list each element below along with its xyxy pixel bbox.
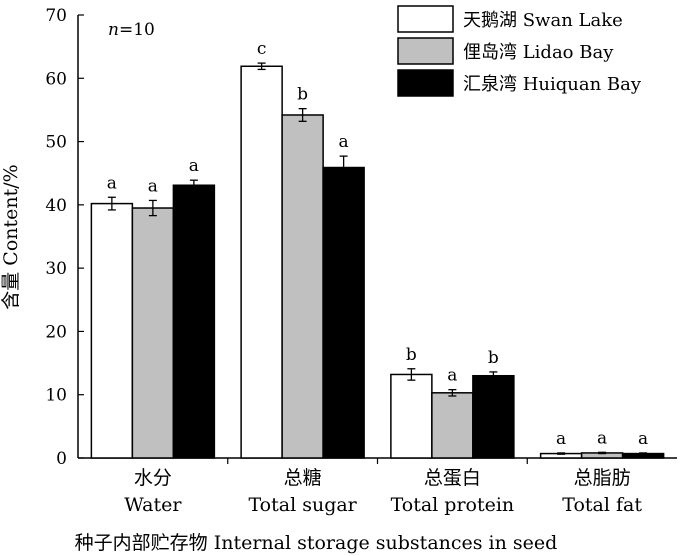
significance-letter: a (597, 428, 607, 448)
n-annotation-rest: =10 (119, 20, 155, 40)
legend-label: 汇泉湾 Huiquan Bay (463, 74, 642, 95)
y-tick-label: 20 (45, 322, 67, 342)
significance-letter: a (107, 173, 117, 193)
x-tick-label-en: Total sugar (248, 494, 357, 516)
legend-label: 俚岛湾 Lidao Bay (463, 42, 614, 63)
significance-letter: b (297, 85, 308, 105)
x-axis: 水分 Water 总糖 Total sugar 总蛋白 Total protein 总脂肪 T… (78, 457, 677, 516)
legend-swatch (397, 69, 454, 97)
significance-letter: b (488, 348, 499, 368)
legend-swatch (397, 5, 454, 33)
legend-swatch (397, 37, 454, 65)
n-annotation: n=10 (108, 20, 155, 40)
significance-letter: a (148, 176, 158, 196)
significance-letter: a (189, 156, 199, 176)
legend-label: 天鹅湖 Swan Lake (463, 10, 623, 31)
y-tick-label: 60 (45, 69, 67, 89)
x-tick-label-en: Water (124, 494, 182, 516)
significance-letter: a (638, 429, 648, 449)
bars: a a a c b a b a b a a a (90, 39, 665, 459)
significance-letter: a (447, 366, 457, 386)
y-tick-label: 0 (56, 449, 67, 469)
n-annotation-italic: n (108, 20, 119, 40)
bar (281, 114, 324, 459)
bar (90, 202, 134, 459)
x-tick-label-zh: 总蛋白 (424, 467, 481, 489)
bar (322, 166, 365, 459)
y-tick-label: 10 (45, 386, 67, 406)
x-tick-label-zh: 总糖 (284, 467, 322, 489)
bar (431, 392, 474, 459)
y-tick-label: 50 (45, 133, 67, 153)
bar (172, 184, 216, 459)
bar (131, 207, 175, 459)
x-tick-label-zh: 总脂肪 (574, 467, 631, 489)
y-tick-label: 30 (45, 259, 67, 279)
x-axis-title: 种子内部贮存物 Internal storage substances in s… (75, 532, 558, 554)
y-axis-title: 含量 Content/% (0, 164, 22, 309)
bar (240, 65, 283, 459)
legend: 天鹅湖 Swan Lake 俚岛湾 Lidao Bay 汇泉湾 Huiquan Ba… (397, 5, 642, 97)
significance-letter: a (556, 429, 566, 449)
significance-letter: a (339, 132, 349, 152)
x-tick-label-en: Total protein (391, 494, 515, 516)
y-tick-label: 40 (45, 196, 67, 216)
significance-letter: c (257, 39, 267, 59)
y-tick-label: 70 (45, 6, 67, 26)
significance-letter: b (406, 345, 417, 365)
y-axis: 0 10 20 30 40 50 60 70 (45, 6, 84, 469)
x-tick-label-en: Total fat (562, 494, 642, 516)
bar (472, 374, 515, 459)
x-tick-label-zh: 水分 (134, 467, 172, 489)
bar (390, 373, 433, 459)
